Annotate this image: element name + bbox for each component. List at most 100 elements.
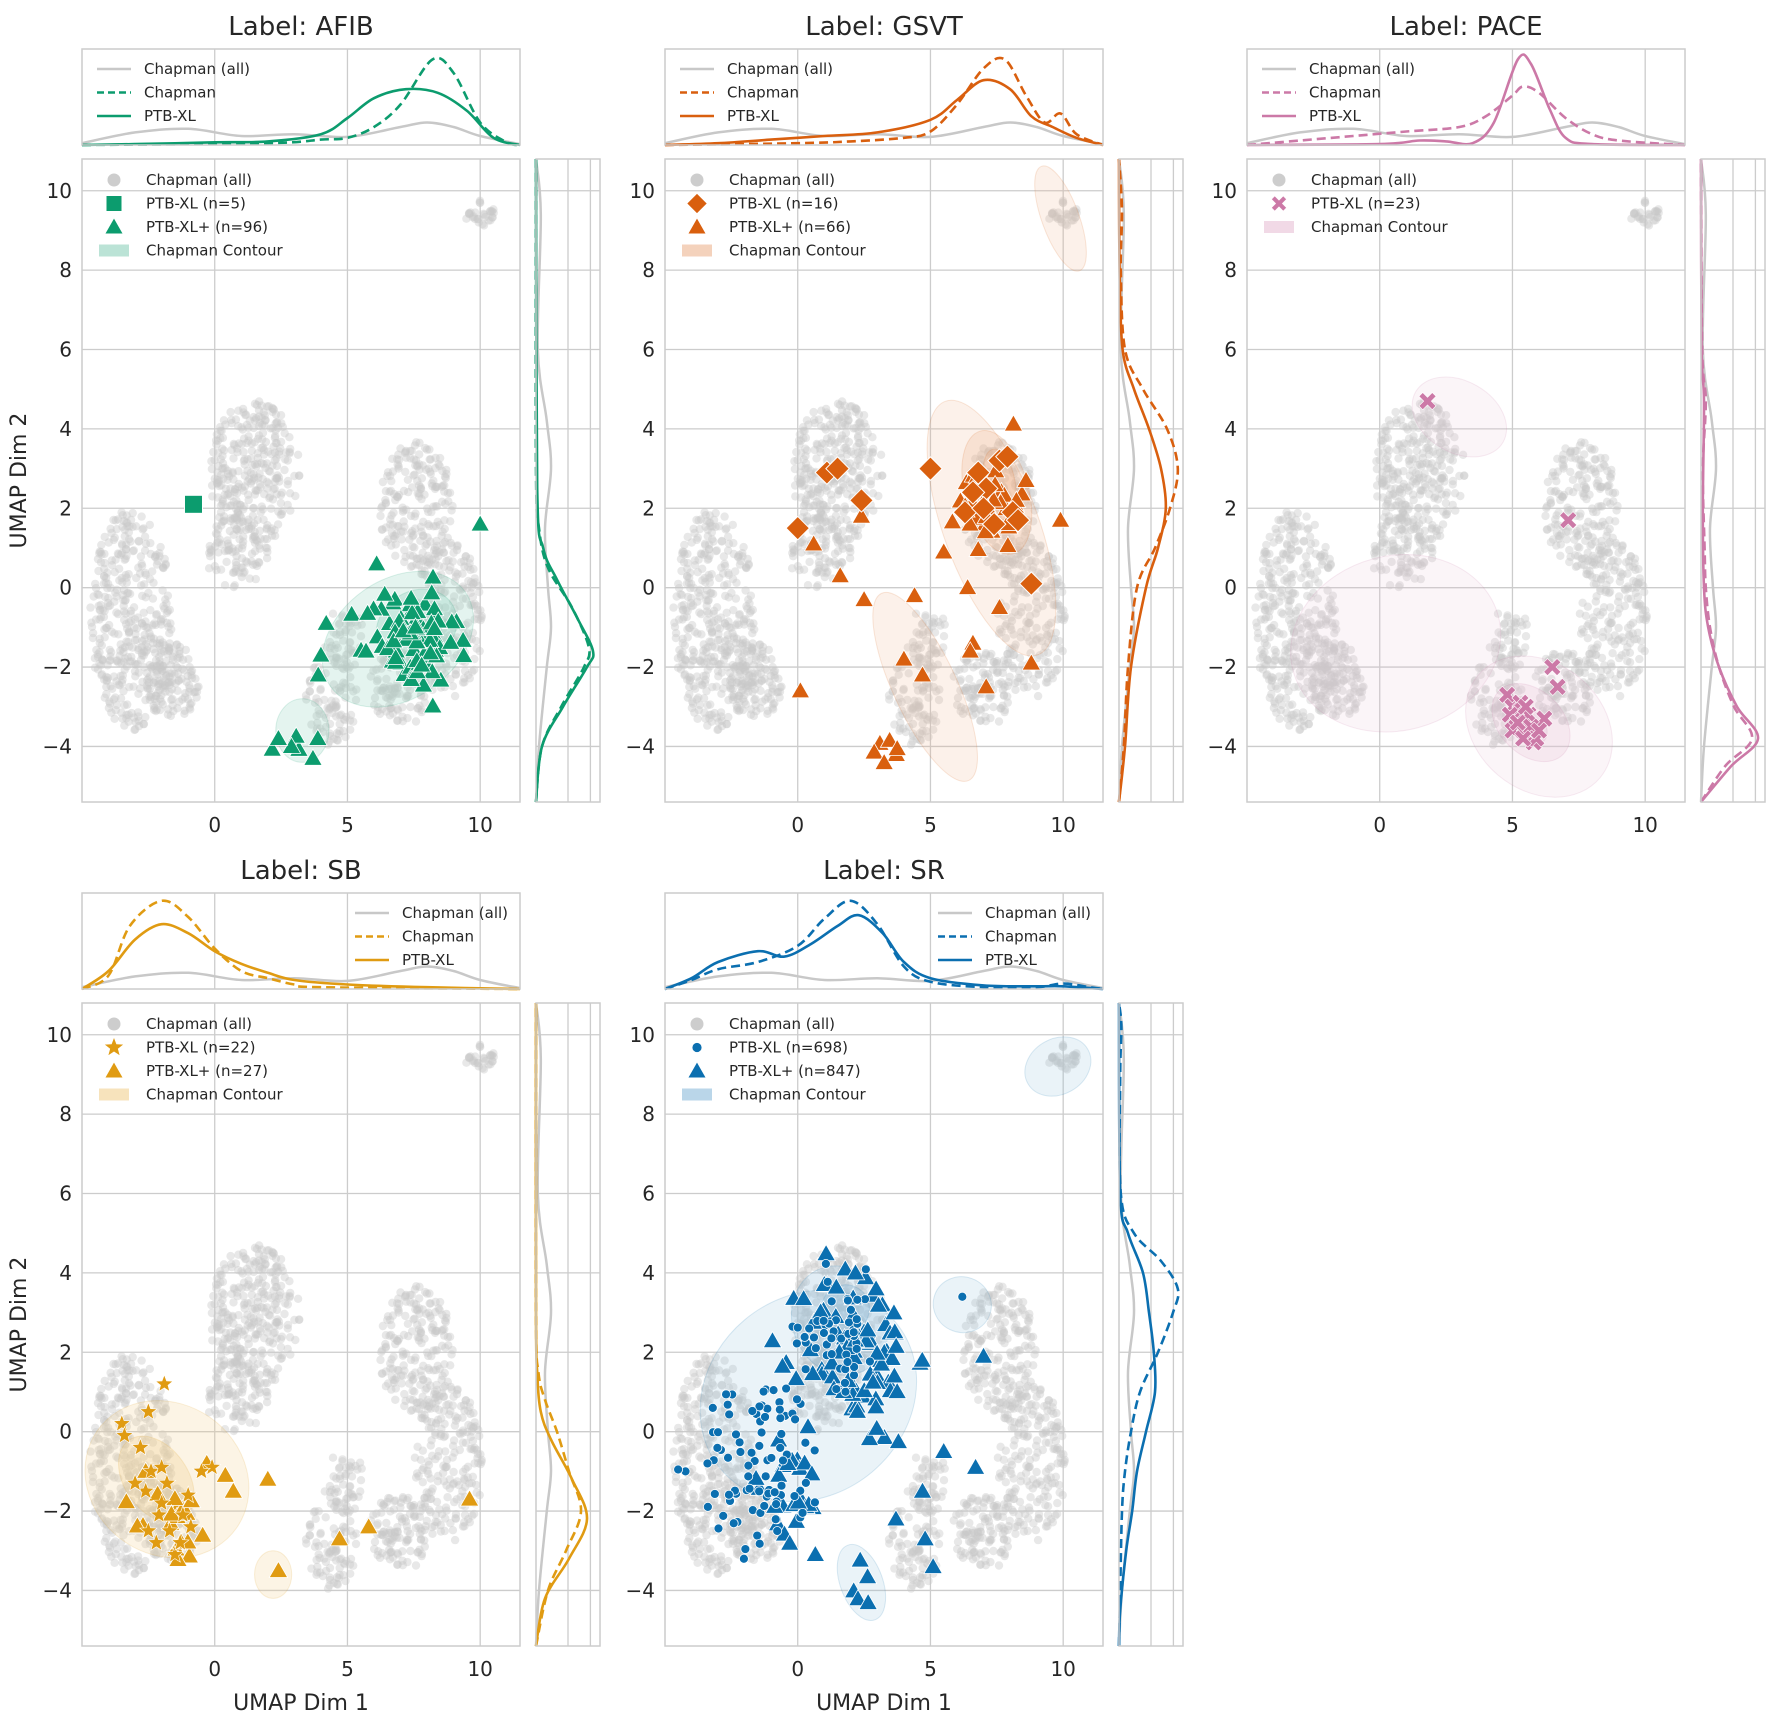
chapman-all-point	[768, 703, 777, 712]
chapman-all-point	[468, 628, 478, 637]
top-legend-label: PTB-XL	[144, 107, 196, 125]
chapman-all-point	[423, 533, 432, 542]
chapman-all-point	[819, 500, 828, 510]
chapman-all-point	[1624, 556, 1634, 566]
chapman-all-point	[144, 678, 153, 687]
chapman-all-point	[1000, 566, 1009, 575]
chapman-all-point	[469, 564, 478, 574]
chapman-all-point	[707, 535, 717, 544]
chapman-all-point	[207, 546, 216, 555]
chapman-all-point	[120, 596, 130, 605]
chapman-all-point	[1580, 668, 1590, 678]
chapman-all-point	[215, 513, 224, 522]
chapman-all-point	[1010, 643, 1019, 652]
chapman-all-point	[1283, 590, 1292, 600]
chapman-all-point	[458, 594, 467, 603]
chapman-all-point	[122, 540, 131, 549]
chapman-all-point	[474, 581, 483, 591]
chapman-all-point	[421, 443, 430, 453]
chapman-all-point	[325, 643, 335, 653]
chapman-all-point	[149, 701, 158, 710]
chapman-all-point	[1053, 574, 1063, 583]
chapman-all-point	[1049, 565, 1058, 575]
chapman-all-point	[384, 684, 394, 694]
chapman-all-point	[683, 633, 692, 642]
chapman-all-point	[139, 719, 148, 729]
chapman-all-point	[685, 690, 694, 699]
chapman-all-point	[1522, 620, 1531, 629]
chapman-all-point	[123, 518, 132, 527]
chapman-all-point	[803, 516, 812, 525]
chapman-all-point	[99, 579, 109, 588]
chapman-all-point	[178, 664, 187, 673]
chapman-all-point	[1025, 465, 1034, 475]
chapman-all-point	[685, 573, 694, 583]
chapman-all-point	[209, 447, 218, 457]
chapman-all-point	[741, 638, 750, 647]
chapman-all-point	[218, 464, 227, 473]
chapman-all-point	[773, 687, 783, 697]
chapman-all-point	[1014, 673, 1023, 682]
chapman-all-point	[155, 639, 164, 648]
chapman-all-point	[801, 444, 810, 453]
chapman-all-point	[847, 466, 857, 476]
chapman-all-point	[797, 538, 807, 547]
chapman-all-point	[183, 695, 193, 704]
chapman-all-point	[815, 496, 824, 505]
chapman-all-point	[838, 526, 847, 535]
chapman-all-point	[1003, 655, 1012, 664]
chapman-all-point	[247, 446, 256, 455]
chapman-all-point	[835, 400, 845, 410]
chapman-all-point	[440, 537, 450, 547]
chapman-all-point	[253, 537, 262, 546]
chapman-all-point	[276, 444, 285, 453]
chapman-all-point	[235, 510, 244, 519]
chapman-all-point	[750, 669, 759, 678]
chapman-all-point	[467, 634, 477, 644]
chapman-all-point	[220, 581, 230, 590]
chapman-all-point	[745, 608, 755, 618]
chapman-all-point	[474, 214, 483, 224]
chapman-all-point	[738, 641, 747, 650]
chapman-all-point	[818, 535, 827, 544]
chapman-all-point	[809, 516, 818, 526]
chapman-all-point	[1018, 461, 1027, 471]
chapman-all-point	[712, 682, 721, 691]
chapman-all-point	[307, 720, 316, 729]
chapman-all-point	[678, 615, 687, 624]
chapman-all-point	[977, 450, 986, 459]
chapman-all-point	[416, 691, 426, 700]
chapman-all-point	[141, 593, 150, 602]
chapman-all-point	[821, 404, 831, 414]
chapman-all-point	[1576, 629, 1586, 638]
chapman-all-point	[813, 487, 822, 497]
chapman-all-point	[723, 663, 732, 672]
chapman-all-point	[1603, 527, 1612, 536]
chapman-all-point	[1383, 459, 1393, 468]
chapman-all-point	[464, 671, 473, 680]
chapman-all-point	[1015, 541, 1025, 550]
chapman-all-point	[214, 477, 223, 487]
chapman-all-point	[824, 525, 834, 535]
chapman-all-point	[260, 421, 269, 430]
chapman-all-point	[830, 439, 839, 448]
chapman-all-point	[431, 464, 440, 473]
chapman-all-point	[797, 476, 807, 485]
y-tick-label: 8	[59, 258, 72, 282]
chapman-all-point	[257, 458, 266, 468]
chapman-all-point	[1015, 536, 1024, 546]
chapman-all-point	[790, 457, 799, 466]
chapman-all-point	[251, 574, 260, 584]
chapman-all-point	[266, 504, 276, 513]
chapman-all-point	[104, 602, 113, 611]
chapman-all-point	[381, 487, 391, 496]
chapman-all-point	[1316, 553, 1325, 562]
chapman-all-point	[996, 554, 1005, 563]
chapman-all-point	[92, 645, 101, 655]
chapman-all-point	[152, 611, 161, 620]
chapman-all-point	[1597, 549, 1606, 558]
chapman-all-point	[145, 660, 154, 670]
chapman-all-point	[352, 685, 361, 694]
chapman-all-point	[118, 590, 127, 600]
chapman-all-point	[413, 489, 422, 498]
